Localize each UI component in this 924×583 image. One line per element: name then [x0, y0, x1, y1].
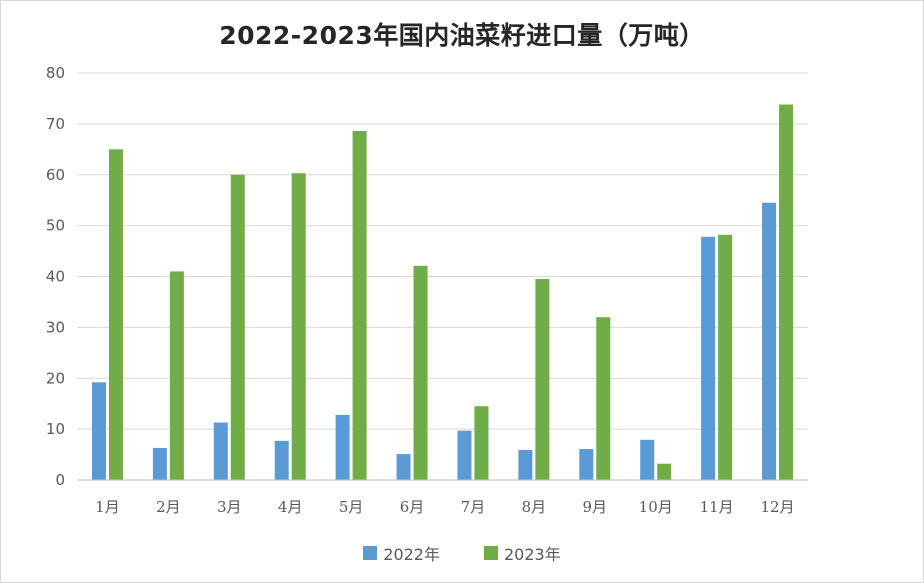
legend-label-2023: 2023年 [504, 545, 561, 564]
bar-2022 [701, 236, 716, 480]
x-tick-label: 5月 [339, 498, 364, 516]
legend-label-2022: 2022年 [383, 545, 440, 564]
bar-2022 [91, 382, 106, 480]
legend: 2022年 2023年 [0, 541, 924, 565]
y-tick-label: 60 [46, 166, 65, 184]
bar-2023 [657, 463, 672, 480]
bar-2022 [579, 448, 594, 480]
legend-swatch-2023 [484, 546, 498, 560]
bar-2022 [518, 449, 533, 480]
bar-2022 [762, 202, 777, 480]
bar-2022 [457, 430, 472, 480]
y-tick-label: 50 [46, 217, 65, 235]
x-tick-label: 8月 [522, 498, 547, 516]
y-tick-label: 30 [46, 318, 65, 336]
legend-item-2022: 2022年 [363, 541, 440, 565]
bar-2023 [352, 130, 367, 480]
x-tick-label: 6月 [400, 498, 425, 516]
bar-2023 [535, 279, 550, 480]
x-tick-label: 1月 [95, 498, 120, 516]
bar-2022 [213, 422, 228, 480]
x-tick-label: 9月 [583, 498, 608, 516]
y-tick-label: 0 [55, 471, 65, 489]
bar-2023 [596, 317, 611, 480]
bars [91, 104, 794, 480]
x-tick-label: 4月 [278, 498, 303, 516]
bar-2023 [291, 173, 306, 480]
bar-2023 [413, 265, 428, 480]
x-tick-label: 7月 [461, 498, 486, 516]
bar-2023 [169, 271, 184, 480]
bar-2022 [152, 447, 167, 480]
bar-2023 [108, 149, 123, 480]
bar-2022 [396, 454, 411, 480]
y-tick-label: 70 [46, 115, 65, 133]
x-tick-label: 3月 [217, 498, 242, 516]
y-tick-label: 40 [46, 268, 65, 286]
x-tick-label: 12月 [760, 498, 794, 516]
bar-2022 [335, 414, 350, 480]
x-tick-label: 2月 [156, 498, 181, 516]
y-axis-ticks: 0 10 20 30 40 50 60 70 80 [46, 64, 65, 489]
gridlines [77, 72, 808, 430]
bar-2023 [718, 234, 733, 480]
y-tick-label: 10 [46, 420, 65, 438]
bar-2023 [230, 174, 245, 480]
y-tick-label: 20 [46, 369, 65, 387]
x-tick-label: 10月 [639, 498, 673, 516]
bar-2023 [474, 406, 489, 480]
bar-2022 [274, 440, 289, 480]
chart-title: 2022-2023年国内油菜籽进口量（万吨） [219, 21, 705, 50]
legend-swatch-2022 [363, 546, 378, 560]
x-axis-ticks: 1月 2月 3月 4月 5月 6月 7月 8月 9月 10月 11月 12月 [95, 498, 794, 516]
x-tick-label: 11月 [700, 498, 734, 516]
y-tick-label: 80 [46, 64, 65, 82]
bar-2022 [640, 439, 655, 480]
legend-item-2023: 2023年 [484, 541, 561, 565]
bar-2023 [779, 104, 794, 480]
